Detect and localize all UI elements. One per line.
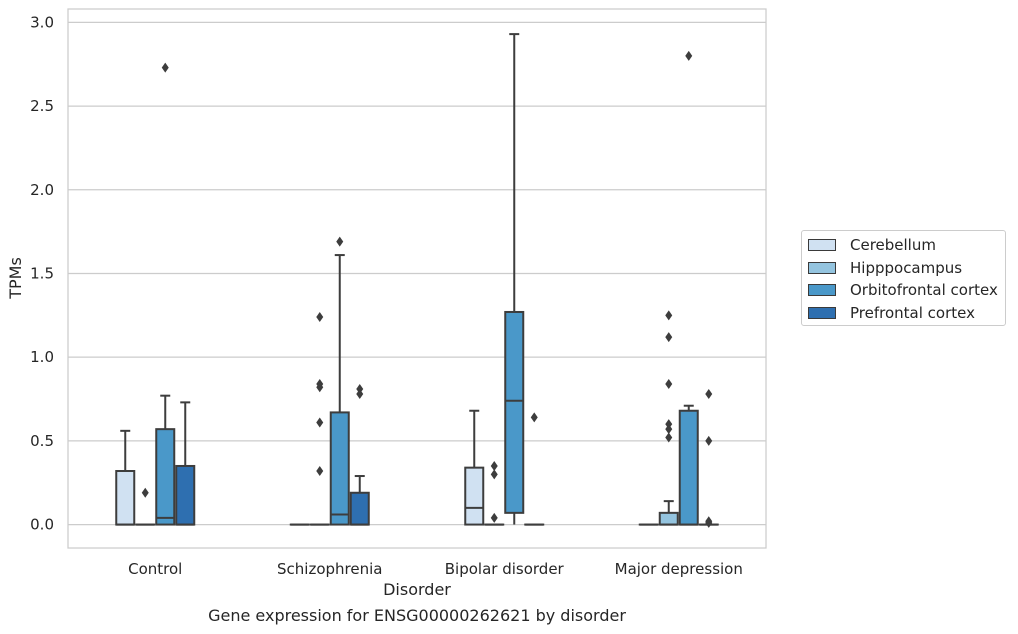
outlier-marker [141,487,149,498]
box-plot [504,33,525,525]
outlier-marker [665,419,673,430]
box [155,428,176,526]
outlier-marker [705,389,713,399]
y-tick-label: 3.0 [30,13,54,31]
box-plot [329,236,350,526]
box-plot [464,409,485,526]
box [329,411,350,526]
legend-swatch-orbitofrontal-cortex [808,284,836,296]
legend-label: Hipppocampus [850,259,963,277]
legend-item-cerebellum: Cerebellum [808,235,936,255]
outlier-marker [316,466,324,476]
box [175,464,196,526]
outlier-marker [490,469,498,480]
outlier-marker [665,424,673,435]
chart-caption: Gene expression for ENSG00000262621 by d… [208,606,626,625]
y-tick-label: 2.0 [30,181,54,199]
legend-swatch-prefrontal-cortex [808,307,836,319]
legend-label: Cerebellum [850,236,936,254]
legend-swatch-cerebellum [808,239,836,251]
outlier-marker [530,412,538,423]
outlier-marker [490,512,498,523]
tick-labels: 0.0 0.5 1.0 1.5 2.0 2.5 3.0 Control Schizophreni… [30,13,743,578]
box-plot [349,383,370,526]
outlier-marker [336,236,344,247]
box [658,511,679,526]
outlier-marker [665,378,673,389]
outlier-marker [665,332,673,343]
box-plot [155,62,176,526]
y-axis-title: TPMs [6,257,25,300]
box-plot [309,312,330,526]
y-tick-label: 0.0 [30,516,54,534]
box-plot [484,460,505,526]
outlier-marker [665,310,673,321]
x-tick-label: Control [128,560,182,578]
box-plot [175,401,196,526]
x-tick-label: Schizophrenia [277,560,382,578]
legend-item-hippocampus: Hipppocampus [808,258,962,278]
outlier-marker [356,389,364,399]
legend-swatch-hippocampus [808,262,836,274]
outlier-marker [705,517,713,528]
legend-item-prefrontal-cortex: Prefrontal cortex [808,303,975,323]
box-plot [524,412,545,526]
box-plot [115,429,136,526]
outlier-marker [665,432,673,443]
y-tick-label: 1.5 [30,264,54,282]
outlier-marker [316,382,324,393]
y-tick-label: 1.0 [30,348,54,366]
legend-label: Prefrontal cortex [850,304,975,322]
outlier-marker [685,50,693,61]
x-tick-label: Bipolar disorder [445,560,565,578]
legend-label: Orbitofrontal cortex [850,281,998,299]
legend: Cerebellum Hipppocampus Orbitofrontal co… [801,230,1006,326]
x-tick-label: Major depression [615,560,743,578]
box [464,466,485,526]
y-tick-label: 2.5 [30,97,54,115]
box-plot [658,310,679,526]
outlier-marker [161,62,169,73]
outlier-marker [705,435,713,446]
box-plot [678,50,699,526]
box-plot [698,389,719,528]
box [678,409,699,526]
plot-frame [67,8,767,549]
outlier-marker [356,383,364,394]
box [349,491,370,526]
box [115,470,136,526]
outlier-marker [316,417,324,428]
x-axis-title: Disorder [383,580,451,599]
legend-item-orbitofrontal-cortex: Orbitofrontal cortex [808,280,998,300]
outlier-marker [316,312,324,322]
outlier-marker [490,460,498,471]
box-plots [115,33,719,528]
y-tick-label: 0.5 [30,432,54,450]
box-plot [135,487,156,526]
box [504,310,525,514]
